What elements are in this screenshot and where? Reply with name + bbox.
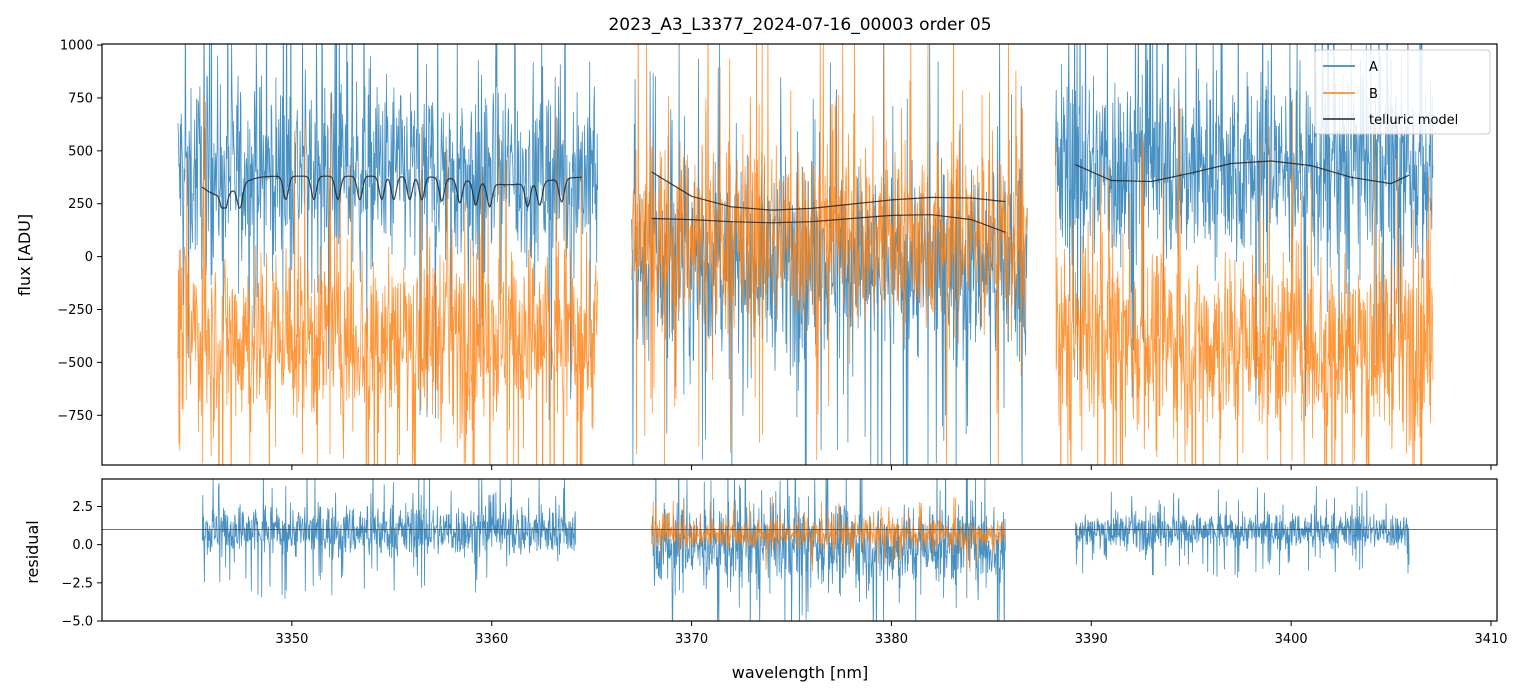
legend-box — [1314, 49, 1491, 135]
chart-title: 2023_A3_L3377_2024-07-16_00003 order 05 — [608, 15, 991, 35]
bottom-xtick-label: 3390 — [1075, 632, 1108, 647]
residual-a-segment-1 — [201, 479, 577, 599]
bottom-ytick-label: 0.0 — [72, 538, 93, 553]
bottom-xtick-label: 3350 — [275, 632, 308, 647]
bottom-panel-axes: −5.0 −2.5 0.0 2.5 3350 3360 3370 3380 3390 3400 34… — [61, 500, 1507, 647]
series-a-segment-3 — [1054, 44, 1434, 417]
bottom-ytick-label: 2.5 — [72, 500, 93, 515]
bottom-panel-data — [102, 479, 1497, 621]
top-ytick-label: 500 — [68, 144, 93, 159]
bottom-ytick-label: −2.5 — [61, 576, 93, 591]
residual-b-segment-2 — [651, 496, 1006, 573]
telluric-model-segment-3 — [1075, 160, 1410, 185]
top-ytick-label: 250 — [68, 197, 93, 212]
telluric-model-segment-2-lower — [651, 214, 1006, 233]
top-panel-axes: −750 −500 −250 0 250 500 750 1000 — [57, 39, 1492, 470]
top-ytick-label: −250 — [57, 303, 93, 318]
series-a-segment-1 — [177, 44, 598, 420]
telluric-model-segment-1 — [201, 175, 582, 209]
bottom-xtick-label: 3380 — [875, 632, 908, 647]
bottom-xtick-label: 3400 — [1275, 632, 1308, 647]
series-b-segment-1 — [177, 93, 598, 465]
residual-a-segment-3 — [1074, 486, 1410, 578]
bottom-xlabel: wavelength [nm] — [732, 663, 869, 682]
top-panel-data — [177, 44, 1434, 465]
telluric-model-segment-2-upper — [651, 171, 1006, 211]
bottom-ylabel: residual — [23, 520, 42, 583]
legend: A B telluric model — [1314, 49, 1491, 135]
top-ytick-label: 750 — [68, 91, 93, 106]
bottom-panel-frame — [101, 478, 1498, 622]
bottom-xtick-label: 3410 — [1474, 632, 1507, 647]
top-panel-frame — [101, 43, 1498, 466]
legend-label-telluric: telluric model — [1369, 113, 1458, 128]
top-ytick-label: 1000 — [60, 39, 93, 54]
series-b-segment-3 — [1054, 99, 1434, 465]
bottom-xtick-label: 3360 — [475, 632, 508, 647]
residual-a-segment-2 — [651, 479, 1006, 621]
top-ytick-label: −750 — [57, 409, 93, 424]
top-ytick-label: 0 — [85, 250, 93, 265]
legend-label-a: A — [1369, 60, 1378, 75]
top-ytick-label: −500 — [57, 356, 93, 371]
bottom-xtick-label: 3370 — [675, 632, 708, 647]
top-ylabel: flux [ADU] — [15, 214, 34, 296]
bottom-ytick-label: −5.0 — [61, 615, 93, 630]
series-b-segment-2 — [631, 44, 1028, 465]
legend-label-b: B — [1369, 87, 1378, 102]
